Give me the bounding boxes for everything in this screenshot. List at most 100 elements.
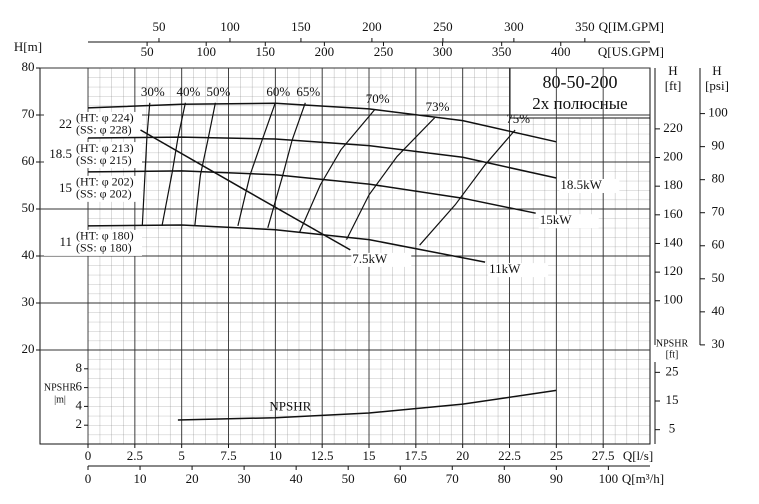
y2ticks-label: 200 [663, 149, 683, 164]
x3ticks-label: 50 [141, 44, 154, 59]
y4-unit: |m| [54, 394, 66, 405]
x3ticks-label: 400 [551, 44, 571, 59]
y2ticks-label: 160 [663, 206, 683, 221]
impeller-diameter: (HT: φ 202) [76, 175, 134, 189]
x2ticks-label: 80 [498, 471, 511, 486]
y2ticks-label: 180 [663, 177, 683, 192]
efficiency-label: 50% [206, 84, 230, 99]
impeller-diameter: (SS: φ 215) [76, 153, 132, 167]
power-label: 18.5kW [560, 177, 602, 192]
y3ticks-label: 100 [708, 105, 728, 120]
impeller-diameter: (SS: φ 180) [76, 241, 132, 255]
y3-unit: [psi] [705, 78, 729, 93]
yticks-label: 20 [22, 341, 35, 356]
x3ticks-label: 300 [433, 44, 453, 59]
xticks-label: 20 [456, 448, 469, 463]
xticks-label: 5 [178, 448, 185, 463]
efficiency-label: 60% [266, 84, 290, 99]
y5ticks-label: 25 [666, 363, 679, 378]
efficiency-label: 73% [426, 99, 450, 114]
label-bg [44, 111, 142, 138]
y-label: H[m] [14, 39, 42, 54]
x4ticks-label: 50 [152, 19, 165, 34]
y3ticks-label: 60 [712, 237, 725, 252]
x2ticks-label: 20 [186, 471, 199, 486]
y5-label: NPSHR [656, 338, 689, 349]
x2ticks-label: 30 [238, 471, 251, 486]
xticks-label: 27.5 [592, 448, 615, 463]
y4ticks-label: 4 [76, 397, 83, 412]
label-bg [488, 263, 549, 278]
chart-title: 80-50-200 [543, 72, 618, 92]
chart-subtitle: 2х полюсные [532, 94, 627, 113]
xticks-label: 22.5 [498, 448, 521, 463]
label-bg [44, 142, 142, 169]
efficiency-line [299, 109, 376, 233]
y2-unit: [ft] [665, 78, 682, 93]
efficiency-label: 30% [141, 84, 165, 99]
efficiency-label: 65% [296, 84, 320, 99]
x3ticks-label: 200 [315, 44, 335, 59]
efficiency-line [141, 102, 151, 226]
hq-curve [87, 170, 536, 214]
xticks-label: 2.5 [127, 448, 143, 463]
x2-label: Q[m³/h] [622, 471, 664, 486]
y3ticks-label: 80 [712, 171, 725, 186]
y2ticks-label: 100 [663, 292, 683, 307]
y2ticks-label: 120 [663, 263, 683, 278]
hq-curve [87, 102, 557, 143]
hq-curve [87, 136, 557, 179]
x2ticks-label: 10 [134, 471, 147, 486]
x2ticks-label: 60 [394, 471, 407, 486]
efficiency-line [267, 102, 306, 228]
x2ticks-label: 100 [599, 471, 619, 486]
yticks-label: 60 [22, 153, 35, 168]
efficiency-line [161, 102, 186, 227]
x4ticks-label: 300 [504, 19, 524, 34]
y4-label: NPSHR [44, 382, 77, 393]
impeller-diameter: (HT: φ 213) [76, 141, 134, 155]
power-line [140, 129, 351, 251]
impeller-diameter: (SS: φ 202) [76, 187, 132, 201]
impeller-diameter: (HT: φ 180) [76, 229, 134, 243]
x3ticks-label: 350 [492, 44, 512, 59]
yticks-label: 30 [22, 294, 35, 309]
yticks-label: 80 [22, 59, 35, 74]
y4ticks-label: 6 [76, 379, 83, 394]
x4ticks-label: 100 [220, 19, 240, 34]
efficiency-label: 40% [176, 84, 200, 99]
x2ticks-label: 70 [446, 471, 459, 486]
label-bg [44, 229, 142, 256]
xticks-label: 15 [363, 448, 376, 463]
x3ticks-label: 100 [196, 44, 216, 59]
y2ticks-label: 220 [663, 120, 683, 135]
yticks-label: 40 [22, 247, 35, 262]
npshr-curve [177, 389, 557, 421]
y4ticks-label: 8 [76, 360, 83, 375]
y5-unit: [ft] [666, 349, 679, 360]
xticks-label: 12.5 [311, 448, 334, 463]
xticks-label: 0 [85, 448, 92, 463]
y3-label: H [712, 63, 721, 78]
impeller-label: 18.5 [49, 146, 72, 161]
xticks-label: 7.5 [220, 448, 236, 463]
y5ticks-label: 15 [666, 392, 679, 407]
label-bg [351, 252, 412, 267]
impeller-diameter: (HT: φ 224) [76, 111, 134, 125]
impeller-label: 15 [59, 180, 72, 195]
label-bg [538, 214, 599, 229]
x4ticks-label: 150 [291, 19, 311, 34]
power-label: 15kW [540, 212, 573, 227]
y3ticks-label: 30 [712, 336, 725, 351]
power-label: 7.5kW [352, 251, 388, 266]
impeller-label: 22 [59, 116, 72, 131]
efficiency-line [194, 102, 216, 226]
y5ticks-label: 5 [669, 421, 676, 436]
y3ticks-label: 50 [712, 270, 725, 285]
hq-curve [87, 224, 486, 263]
label-bg [44, 175, 142, 202]
x2ticks-label: 0 [85, 471, 92, 486]
y2ticks-label: 140 [663, 234, 683, 249]
x2ticks-label: 40 [290, 471, 303, 486]
